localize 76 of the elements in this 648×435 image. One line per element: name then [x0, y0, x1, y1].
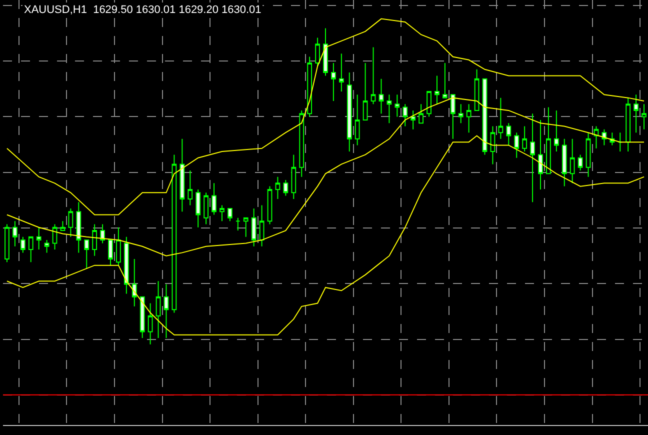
- candlestick: [323, 28, 328, 76]
- candlestick: [466, 104, 472, 134]
- candlestick: [506, 122, 512, 146]
- candlestick: [212, 182, 216, 216]
- candlestick: [20, 236, 26, 254]
- candlestick: [28, 236, 34, 263]
- candlestick: [235, 217, 240, 232]
- candlestick: [626, 97, 631, 152]
- candlestick: [180, 138, 185, 212]
- candlestick: [530, 113, 535, 203]
- candlestick: [227, 208, 232, 222]
- candlestick: [394, 94, 400, 118]
- candlestick: [578, 154, 583, 172]
- candlestick: [92, 224, 98, 256]
- candlestick: [100, 224, 105, 244]
- candlestick: [450, 94, 456, 140]
- candlestick: [164, 284, 169, 339]
- candlestick: [546, 106, 551, 174]
- candlestick: [331, 62, 336, 102]
- candlestick: [434, 75, 440, 105]
- candlestick: [458, 104, 464, 124]
- candlestick: [418, 104, 424, 124]
- candlestick: [44, 240, 50, 254]
- candlestick: [474, 68, 480, 111]
- candlestick: [402, 104, 408, 127]
- candlestick: [442, 62, 448, 98]
- chart-title: XAUUSD,H1 1629.50 1630.01 1629.20 1630.01: [24, 4, 262, 16]
- candlestick: [243, 217, 248, 238]
- candlestick: [386, 94, 392, 124]
- candlestick: [275, 176, 280, 200]
- candlestick: [251, 208, 256, 247]
- candlestick: [362, 62, 368, 120]
- candlestick: [586, 132, 591, 178]
- candlestick: [554, 110, 559, 152]
- candlestick: [124, 236, 129, 294]
- candlestick: [220, 204, 224, 222]
- candlestick: [156, 280, 161, 339]
- candlestick: [410, 110, 416, 130]
- candlestick: [315, 37, 320, 67]
- candlestick: [148, 302, 153, 345]
- candlestick: [346, 72, 352, 152]
- candlestick: [426, 91, 432, 118]
- candlestick: [378, 78, 384, 114]
- candlestick: [108, 240, 113, 266]
- candlestick: [538, 119, 543, 190]
- candlestick: [76, 202, 82, 254]
- candlestick: [370, 46, 376, 105]
- candlestick: [60, 220, 66, 232]
- candlestick: [68, 208, 74, 238]
- candlestick: [140, 296, 145, 339]
- candlestick: [307, 56, 312, 118]
- candlestick: [196, 188, 201, 228]
- candlestick: [259, 204, 264, 247]
- candlestick: [562, 138, 567, 187]
- candlestick: [283, 179, 288, 196]
- candlestick: [132, 258, 137, 307]
- candlestick: [634, 94, 639, 134]
- candlestick: [299, 110, 304, 178]
- candlestick: [570, 138, 575, 184]
- candlestick: [188, 170, 193, 206]
- candlestick: [4, 224, 10, 263]
- candlestick: [522, 126, 528, 152]
- candlestick: [291, 154, 296, 200]
- candlestick: [594, 126, 599, 149]
- candlestick: [354, 94, 360, 146]
- candlestick: [498, 97, 504, 140]
- candlestick: [116, 226, 121, 266]
- candlestick: [172, 154, 177, 314]
- candlestick: [267, 186, 272, 225]
- candlestick: [338, 53, 344, 92]
- candlestick: [84, 240, 90, 269]
- candlestick: [12, 220, 18, 247]
- candlestick: [490, 126, 496, 165]
- candlestick: [514, 132, 520, 158]
- candlestick: [204, 192, 209, 225]
- candlestick: [36, 226, 42, 250]
